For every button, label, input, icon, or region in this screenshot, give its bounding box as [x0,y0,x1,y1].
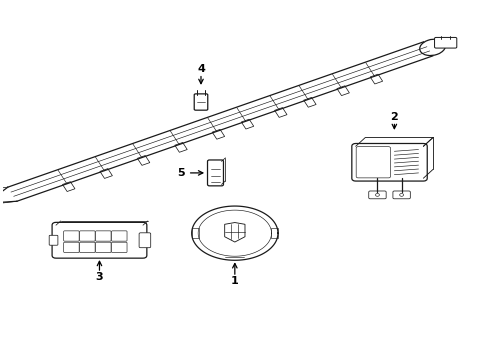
FancyBboxPatch shape [351,144,427,181]
Text: 5: 5 [177,168,185,178]
Bar [274,108,286,117]
FancyBboxPatch shape [434,37,456,48]
FancyBboxPatch shape [95,242,111,252]
FancyBboxPatch shape [207,160,223,186]
Bar [270,228,277,238]
FancyBboxPatch shape [139,233,150,248]
Text: 2: 2 [390,112,397,122]
Text: 1: 1 [230,276,238,285]
Bar [174,143,187,152]
Text: 4: 4 [197,64,204,74]
Bar [369,74,382,84]
FancyBboxPatch shape [95,231,111,241]
Bar [62,182,75,192]
Text: 3: 3 [96,272,103,282]
FancyBboxPatch shape [63,242,79,252]
FancyBboxPatch shape [63,231,79,241]
FancyBboxPatch shape [368,191,386,199]
FancyBboxPatch shape [355,147,390,178]
FancyBboxPatch shape [111,242,127,252]
FancyBboxPatch shape [80,231,95,241]
Bar [212,129,224,139]
FancyBboxPatch shape [392,191,409,199]
FancyBboxPatch shape [49,235,58,245]
FancyBboxPatch shape [194,94,207,110]
FancyBboxPatch shape [80,242,95,252]
Bar [336,86,348,96]
Bar [191,228,199,238]
Bar [241,119,253,129]
Bar [137,156,149,165]
Bar [100,168,112,179]
FancyBboxPatch shape [111,231,127,241]
FancyBboxPatch shape [52,222,146,258]
Bar [303,98,315,107]
